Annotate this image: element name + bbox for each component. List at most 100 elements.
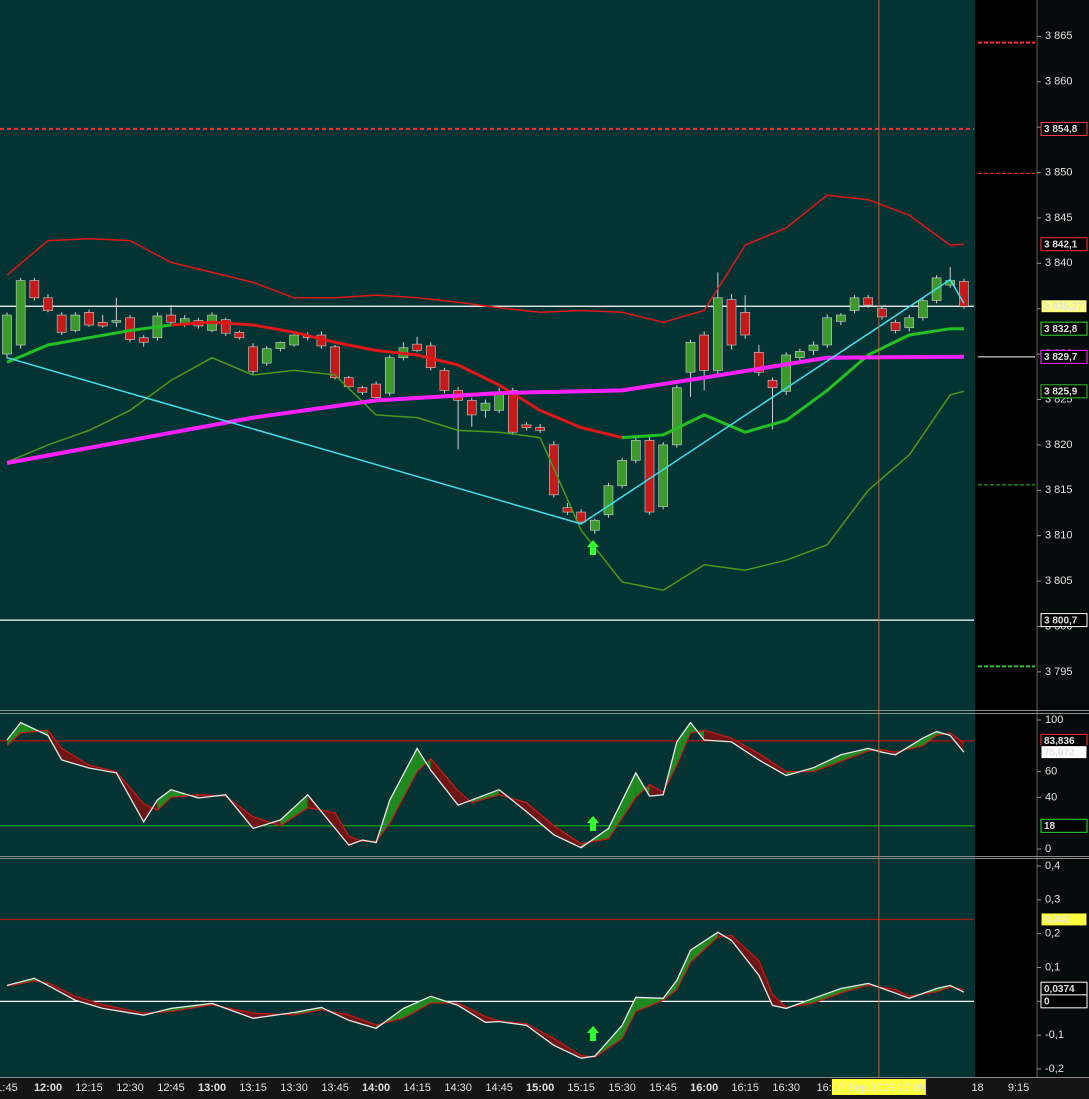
oscillator-fill xyxy=(922,731,937,746)
price-label: 3 800,7 xyxy=(1044,615,1078,626)
oscillator-fill xyxy=(403,996,431,1019)
price-label-box xyxy=(1040,994,1088,1009)
x-tick-label: 12:00 xyxy=(34,1082,62,1094)
oscillator-fill xyxy=(813,988,841,1004)
candle-body xyxy=(808,344,819,351)
candle-body xyxy=(97,322,108,327)
y-tick-label: 3 805 xyxy=(1045,575,1073,587)
signal-arrow xyxy=(587,1026,599,1041)
oscillator-fill xyxy=(676,722,691,766)
y-tick-label: 0,1 xyxy=(1045,961,1060,973)
overlay-line xyxy=(6,356,965,591)
time-axis-background xyxy=(0,1078,1089,1099)
x-tick-label: 18 xyxy=(971,1082,983,1094)
oscillator-fill xyxy=(649,784,664,797)
candle-body xyxy=(371,383,381,398)
oscillator-fill xyxy=(348,836,363,846)
candle-body xyxy=(261,348,272,364)
candle-body xyxy=(466,400,477,416)
candle-body xyxy=(248,346,258,372)
price-label: 3 842,1 xyxy=(1044,239,1078,250)
price-label: 0,0374 xyxy=(1044,984,1075,995)
oscillator-fill xyxy=(758,960,773,1006)
price-label-box xyxy=(1040,912,1088,927)
y-tick-label: 40 xyxy=(1045,791,1057,803)
oscillator-fill xyxy=(430,758,459,806)
x-tick-label: 15:45 xyxy=(649,1082,677,1094)
y-tick-label: 3 865 xyxy=(1045,30,1073,42)
oscillator-fill xyxy=(348,1014,377,1029)
oscillator-fill xyxy=(758,753,787,776)
x-tick-label: 16:15 xyxy=(731,1082,759,1094)
candle-body xyxy=(535,427,545,431)
price-label-box xyxy=(1040,745,1088,760)
y-tick-label: 0 xyxy=(1045,843,1051,855)
candle-body xyxy=(849,297,860,311)
price-label-box xyxy=(1040,121,1088,136)
price-label: 3 825,9 xyxy=(1044,386,1078,397)
price-label-box xyxy=(1040,613,1088,628)
candle-body xyxy=(56,314,67,333)
y-tick-label: 3 815 xyxy=(1045,484,1073,496)
candle-body xyxy=(699,334,709,371)
y-tick-label: 3 845 xyxy=(1045,212,1073,224)
y-tick-label: 0,3 xyxy=(1045,894,1060,906)
oscillator-fill xyxy=(635,997,664,1012)
candle-body xyxy=(918,300,928,319)
candle-body xyxy=(521,424,532,428)
x-tick-label: 13:00 xyxy=(198,1082,226,1094)
candle-body xyxy=(507,390,518,433)
cursor-label-box xyxy=(831,1079,926,1095)
y-tick-label: 3 860 xyxy=(1045,76,1073,88)
signal-arrow xyxy=(587,540,599,555)
price-label: 18 xyxy=(1044,821,1056,832)
price-label-box xyxy=(1040,299,1088,314)
oscillator-fill xyxy=(676,950,691,990)
candle-body xyxy=(343,377,354,388)
overlay-line xyxy=(6,354,964,465)
candle-body xyxy=(959,281,969,307)
candle-body xyxy=(590,519,600,531)
axis-strip xyxy=(975,0,1037,1078)
oscillator-line xyxy=(6,931,965,1059)
price-label-box xyxy=(1040,237,1088,252)
y-tick-label: 0,2 xyxy=(1045,928,1060,940)
price-label-box xyxy=(1040,818,1088,833)
x-tick-label: 12:30 xyxy=(116,1082,144,1094)
x-tick-label: 9:15 xyxy=(1008,1082,1029,1094)
price-label-box xyxy=(1040,349,1088,364)
candle-body xyxy=(2,314,12,355)
y-tick-label: 100 xyxy=(1045,714,1063,726)
x-tick-label: 14:30 xyxy=(444,1082,472,1094)
x-tick-label: 14:00 xyxy=(362,1082,390,1094)
candle-body xyxy=(412,343,422,351)
oscillator-fill xyxy=(75,996,103,1009)
price-label: 3 854,8 xyxy=(1044,124,1078,135)
oscillator-line xyxy=(6,934,965,1058)
y-tick-label: 3 820 xyxy=(1045,439,1073,451)
x-tick-label: 12:15 xyxy=(75,1082,103,1094)
oscillator-fill xyxy=(553,825,582,848)
candle-body xyxy=(15,280,26,346)
oscillator-fill xyxy=(280,794,308,826)
oscillator-fill xyxy=(7,722,21,746)
y-tick-label: 3 840 xyxy=(1045,257,1073,269)
candle-body xyxy=(138,337,149,343)
candle-body xyxy=(767,380,778,388)
candle-body xyxy=(29,280,40,299)
y-tick-label: 60 xyxy=(1045,766,1057,778)
price-label: 3 829,7 xyxy=(1044,352,1078,363)
x-tick-label: 12:45 xyxy=(157,1082,185,1094)
candle-body xyxy=(890,322,901,331)
candle-body xyxy=(685,341,696,373)
candle-body xyxy=(576,511,586,523)
oscillator-fill xyxy=(813,754,841,772)
candle-body xyxy=(754,351,764,373)
oscillator-fill xyxy=(157,789,172,811)
price-label: 3 835,27 xyxy=(1044,301,1083,312)
candle-body xyxy=(70,314,81,331)
overlay-line xyxy=(170,320,623,440)
